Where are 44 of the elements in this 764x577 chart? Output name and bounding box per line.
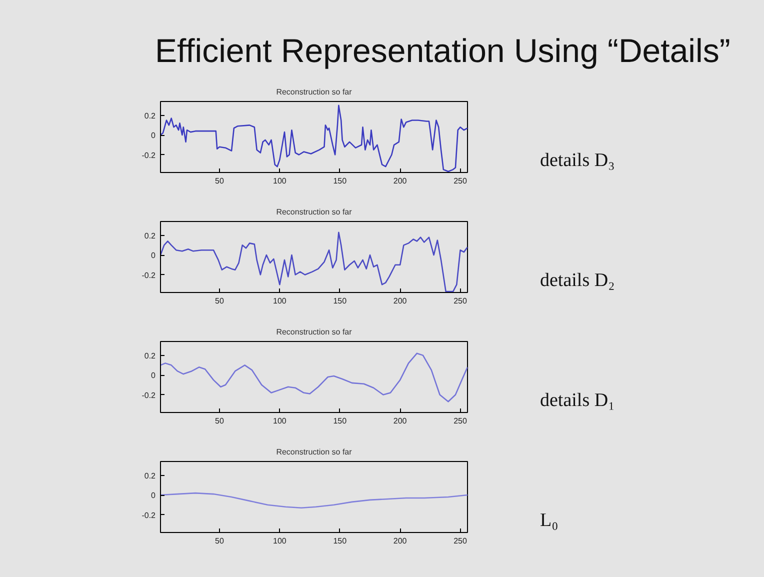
text: details D₃ — [540, 149, 615, 173]
y-tick-label: 0 — [151, 371, 156, 380]
x-tick-label: 50 — [215, 416, 224, 426]
x-tick-label: 100 — [273, 416, 287, 426]
y-tick-label: 0 — [151, 491, 156, 500]
x-tick-label: 100 — [273, 536, 287, 546]
text: L₀ — [540, 509, 558, 533]
x-tick-label: 50 — [215, 176, 224, 186]
y-tick-label: -0.2 — [142, 510, 156, 520]
x-tick-label: 150 — [333, 296, 348, 306]
x-tick-label: 250 — [454, 416, 468, 426]
y-tick-label: 0.2 — [144, 231, 156, 240]
x-tick-label: 200 — [393, 416, 408, 426]
chart-title: Reconstruction so far — [276, 88, 352, 96]
x-tick-label: 100 — [273, 176, 287, 186]
x-tick-label: 200 — [393, 176, 408, 186]
x-tick-label: 150 — [333, 536, 348, 546]
line-series — [160, 352, 468, 402]
y-tick-label: 0.2 — [144, 111, 156, 120]
x-tick-label: 250 — [454, 176, 468, 186]
chart-title: Reconstruction so far — [276, 208, 352, 216]
text: details D₁ — [540, 389, 615, 413]
y-tick-label: -0.2 — [142, 390, 156, 400]
text: details D₂ — [540, 269, 615, 293]
x-tick-label: 150 — [333, 416, 348, 426]
y-tick-label: 0.2 — [144, 471, 156, 480]
x-tick-label: 250 — [454, 536, 468, 546]
line-series — [160, 104, 468, 172]
y-tick-label: -0.2 — [142, 270, 156, 280]
chart-title: Reconstruction so far — [276, 328, 352, 336]
x-tick-label: 150 — [333, 176, 348, 186]
chart-title: Reconstruction so far — [276, 448, 352, 456]
x-tick-label: 200 — [393, 296, 408, 306]
text: Efficient Representation Using “Details” — [155, 31, 730, 71]
y-tick-label: -0.2 — [142, 150, 156, 160]
x-tick-label: 50 — [215, 296, 224, 306]
x-tick-label: 50 — [215, 536, 224, 546]
y-tick-label: 0.2 — [144, 351, 156, 360]
y-tick-label: 0 — [151, 131, 156, 140]
x-tick-label: 100 — [273, 296, 287, 306]
x-tick-label: 250 — [454, 296, 468, 306]
x-tick-label: 200 — [393, 536, 408, 546]
line-series — [160, 492, 468, 508]
y-tick-label: 0 — [151, 251, 156, 260]
